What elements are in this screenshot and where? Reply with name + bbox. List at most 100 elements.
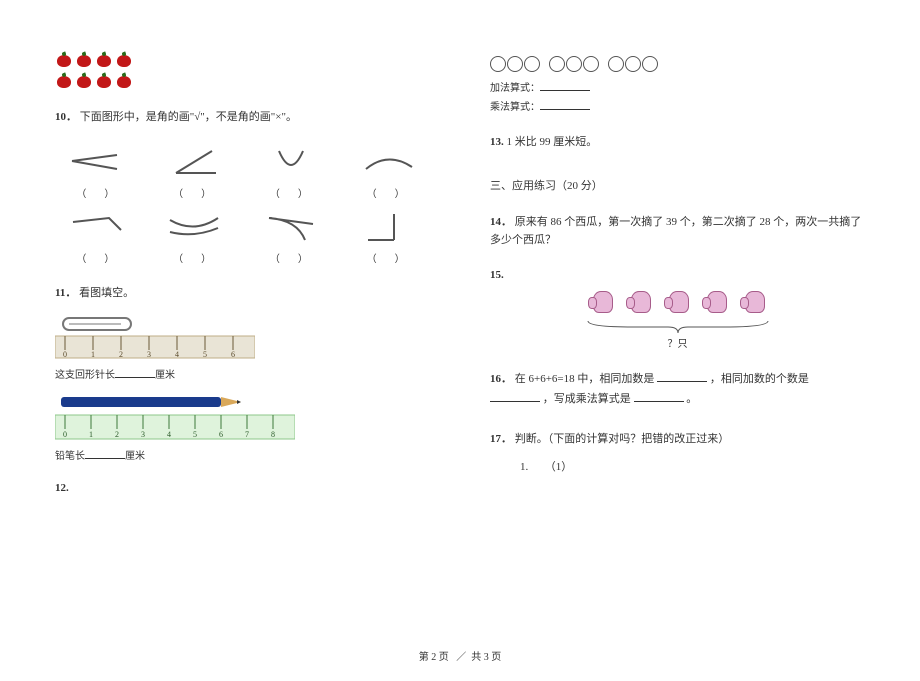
pencil-ruler: 012345678 铅笔长厘米 <box>55 393 430 462</box>
angle-cell: （ ） <box>152 210 237 265</box>
apple-icon <box>115 50 133 68</box>
question-13: 13. 1 米比 99 厘米短。 <box>490 133 865 149</box>
question-12: 12. <box>55 482 430 494</box>
svg-text:1: 1 <box>89 430 93 439</box>
circle-icon <box>625 56 641 72</box>
fill-blank <box>634 390 684 402</box>
angle-shape-icon <box>67 210 127 244</box>
q10-num: 10． <box>55 111 77 123</box>
q16-num: 16． <box>490 373 512 385</box>
q11-text: 看图填空。 <box>79 287 134 299</box>
angle-shape-icon <box>164 145 224 179</box>
q13-text: 1 米比 99 厘米短。 <box>507 136 598 148</box>
angle-blank: （ ） <box>249 185 334 200</box>
svg-text:5: 5 <box>203 350 207 359</box>
pencil-label-b: 厘米 <box>125 451 145 462</box>
circle-icon <box>583 56 599 72</box>
angle-cell: （ ） <box>345 210 430 265</box>
section-3-heading: 三、应用练习（20 分） <box>490 177 865 193</box>
clip-label: 这支回形针长厘米 <box>55 366 430 381</box>
svg-text:4: 4 <box>175 350 179 359</box>
mitten-icon <box>702 291 730 317</box>
clip-label-a: 这支回形针长 <box>55 370 115 381</box>
angle-shape-icon <box>164 210 224 244</box>
fill-blank <box>540 79 590 91</box>
fill-blank <box>115 366 155 378</box>
pencil-ruler-icon: 012345678 <box>55 393 295 443</box>
angle-blank: （ ） <box>152 185 237 200</box>
apples-row <box>55 71 430 89</box>
add-label: 加法算式： <box>490 83 540 94</box>
angle-cell: （ ） <box>55 145 140 200</box>
brace-label: ？只 <box>490 335 865 350</box>
angle-blank: （ ） <box>345 250 430 265</box>
q12-num: 12. <box>55 482 69 494</box>
apple-icon <box>55 71 73 89</box>
brace-icon <box>583 319 773 335</box>
q17-num: 17． <box>490 433 512 445</box>
angle-blank: （ ） <box>345 185 430 200</box>
angle-grid: （ ） （ ） （ ） （ ） （ ） <box>55 145 430 265</box>
pager-sep: ／ <box>456 652 466 663</box>
q16-b: ，相同加数的个数是 <box>710 373 809 385</box>
angle-blank: （ ） <box>152 250 237 265</box>
svg-text:6: 6 <box>231 350 235 359</box>
addition-formula: 加法算式： <box>490 79 865 94</box>
paperclip-ruler-icon: 0123456 <box>55 314 255 362</box>
question-16: 16． 在 6+6+6=18 中，相同加数是 ，相同加数的个数是 ，写成乘法算式… <box>490 370 865 410</box>
circle-group <box>549 56 599 72</box>
angle-cell: （ ） <box>249 210 334 265</box>
mitten-icon <box>588 291 616 317</box>
circle-icon <box>642 56 658 72</box>
angle-cell: （ ） <box>152 145 237 200</box>
apple-icon <box>95 71 113 89</box>
apple-icon <box>115 71 133 89</box>
circle-icon <box>524 56 540 72</box>
paperclip-ruler: 0123456 这支回形针长厘米 <box>55 314 430 381</box>
circle-icon <box>608 56 624 72</box>
question-15: 15. ？只 <box>490 269 865 350</box>
fill-blank <box>540 98 590 110</box>
q10-text: 下面图形中，是角的画"√"，不是角的画"×"。 <box>80 111 297 123</box>
page-footer: 第 2 页 ／ 共 3 页 <box>0 648 920 663</box>
question-11: 11． 看图填空。 0123456 这支回形针长厘米 <box>55 285 430 463</box>
circle-icon <box>566 56 582 72</box>
mul-label: 乘法算式： <box>490 102 540 113</box>
angle-cell: （ ） <box>249 145 334 200</box>
q16-d: 。 <box>686 393 697 405</box>
apple-icon <box>75 50 93 68</box>
multiply-formula: 乘法算式： <box>490 98 865 113</box>
angle-shape-icon <box>261 210 321 244</box>
svg-text:4: 4 <box>167 430 171 439</box>
svg-text:0: 0 <box>63 350 67 359</box>
q13-num: 13. <box>490 136 504 148</box>
q16-a: 在 6+6+6=18 中，相同加数是 <box>515 373 657 385</box>
question-17: 17． 判断。（下面的计算对吗？把错的改正过来） 1. （1） <box>490 430 865 474</box>
pager-b: 共 3 页 <box>471 652 501 663</box>
circle-group <box>608 56 658 72</box>
apple-icon <box>95 50 113 68</box>
angle-blank: （ ） <box>55 185 140 200</box>
svg-text:3: 3 <box>147 350 151 359</box>
svg-text:2: 2 <box>115 430 119 439</box>
angle-cell: （ ） <box>55 210 140 265</box>
question-14: 14． 原来有 86 个西瓜，第一次摘了 39 个，第二次摘了 28 个，两次一… <box>490 213 865 249</box>
circle-icon <box>507 56 523 72</box>
svg-text:3: 3 <box>141 430 145 439</box>
angle-shape-icon <box>358 145 418 179</box>
angle-blank: （ ） <box>249 250 334 265</box>
angle-shape-icon <box>261 145 321 179</box>
angle-blank: （ ） <box>55 250 140 265</box>
pencil-label: 铅笔长厘米 <box>55 447 430 462</box>
q16-c: ，写成乘法算式是 <box>543 393 634 405</box>
svg-text:5: 5 <box>193 430 197 439</box>
mitten-icon <box>626 291 654 317</box>
svg-text:6: 6 <box>219 430 223 439</box>
svg-text:2: 2 <box>119 350 123 359</box>
angle-shape-icon <box>67 145 127 179</box>
fill-blank <box>490 390 540 402</box>
mitten-icon <box>740 291 768 317</box>
q11-num: 11． <box>55 287 76 299</box>
apples-block <box>55 50 430 89</box>
angle-shape-icon <box>358 210 418 244</box>
